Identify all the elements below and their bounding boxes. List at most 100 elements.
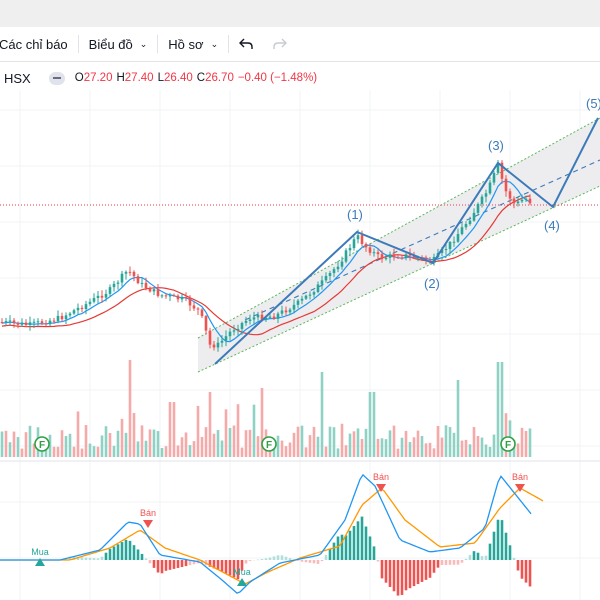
candle-body bbox=[148, 288, 152, 292]
candle-body bbox=[64, 315, 68, 320]
candle-body bbox=[0, 322, 4, 323]
macd-hist-bar bbox=[312, 560, 316, 564]
undo-button[interactable] bbox=[229, 31, 263, 57]
candle-body bbox=[248, 319, 252, 321]
volume-bar bbox=[488, 446, 492, 457]
macd-hist-bar bbox=[512, 557, 516, 560]
volume-bar bbox=[256, 436, 260, 457]
volume-bar bbox=[476, 435, 480, 457]
candle-body bbox=[528, 198, 532, 204]
candle-body bbox=[228, 331, 232, 337]
buy-signal-arrow bbox=[35, 558, 45, 566]
volume-bar bbox=[204, 427, 208, 457]
candle-body bbox=[492, 172, 496, 183]
volume-bar bbox=[208, 392, 212, 457]
macd-hist-bar bbox=[380, 560, 384, 579]
candle-body bbox=[128, 271, 132, 273]
candle-body bbox=[104, 293, 108, 298]
candle-body bbox=[16, 322, 20, 325]
redo-button[interactable] bbox=[263, 31, 297, 57]
volume-bar bbox=[304, 447, 308, 457]
candle-body bbox=[196, 308, 200, 310]
macd-hist-bar bbox=[496, 519, 500, 560]
candle-body bbox=[448, 242, 452, 250]
macd-hist-bar bbox=[488, 543, 492, 560]
candle-body bbox=[484, 193, 488, 197]
volume-bar bbox=[216, 430, 220, 457]
volume-bar bbox=[524, 430, 528, 457]
candle-body bbox=[56, 315, 60, 322]
volume-bar bbox=[392, 425, 396, 457]
volume-bar bbox=[288, 442, 292, 457]
symbol-label[interactable]: HSX bbox=[4, 70, 31, 86]
hide-legend-button[interactable] bbox=[48, 71, 65, 85]
macd-hist-bar bbox=[136, 549, 140, 560]
macd-hist-bar bbox=[372, 546, 376, 560]
candle-body bbox=[284, 310, 288, 313]
macd-main-line bbox=[0, 473, 532, 594]
volume-bar bbox=[328, 426, 332, 457]
wave-label-4[interactable]: (4) bbox=[544, 218, 560, 233]
volume-bar bbox=[0, 431, 4, 457]
candle-body bbox=[472, 212, 476, 221]
volume-bar bbox=[448, 427, 452, 457]
volume-bar bbox=[188, 445, 192, 457]
macd-hist-bar bbox=[516, 560, 520, 571]
wave-label-5[interactable]: (5) bbox=[586, 96, 600, 111]
macd-hist-bar bbox=[504, 532, 508, 560]
volume-bar bbox=[528, 428, 532, 457]
price-chart-canvas[interactable]: (1) (2) (3) (4) (5) F F F Mua Mua Bán Bán Bán bbox=[0, 88, 600, 600]
sell-signal-arrow bbox=[376, 484, 386, 492]
f-marker-circle bbox=[261, 436, 277, 452]
f-marker-circle bbox=[34, 436, 50, 452]
macd-hist-bar bbox=[108, 548, 112, 560]
candle-body bbox=[156, 289, 160, 296]
volume-bar bbox=[352, 431, 356, 457]
sell-signal-label: Bán bbox=[140, 508, 156, 518]
volume-bar bbox=[196, 405, 200, 457]
macd-lines bbox=[0, 473, 544, 594]
candle-body bbox=[304, 295, 308, 299]
volume-bar bbox=[184, 432, 188, 457]
volume-bar bbox=[276, 435, 280, 457]
indicators-label: Các chỉ báo bbox=[0, 36, 68, 52]
macd-hist-bar bbox=[192, 560, 196, 565]
volume-bar bbox=[444, 425, 448, 457]
volume-bar bbox=[108, 433, 112, 457]
candle-body bbox=[28, 322, 32, 325]
macd-hist-bar bbox=[112, 546, 116, 560]
candle-body bbox=[512, 198, 516, 204]
volume-bar bbox=[260, 388, 264, 457]
volume-bar bbox=[80, 448, 84, 457]
volume-bar bbox=[144, 440, 148, 457]
macd-signal-line bbox=[0, 488, 544, 585]
macd-hist-bar bbox=[200, 560, 204, 564]
volume-bars bbox=[0, 360, 532, 457]
candle-body bbox=[180, 297, 184, 300]
candle-body bbox=[336, 266, 340, 270]
wave-label-2[interactable]: (2) bbox=[424, 276, 440, 291]
candle-body bbox=[348, 248, 352, 251]
macd-hist-bar bbox=[212, 560, 216, 569]
f-marker-label: F bbox=[505, 440, 511, 451]
candle-body bbox=[8, 320, 12, 322]
volume-bar bbox=[380, 438, 384, 457]
candle-body bbox=[340, 261, 344, 267]
wave-label-1[interactable]: (1) bbox=[347, 207, 363, 222]
wave-label-3[interactable]: (3) bbox=[488, 138, 504, 153]
macd-hist-bar bbox=[272, 556, 276, 560]
volume-bar bbox=[128, 360, 132, 457]
macd-hist-bar bbox=[144, 558, 148, 560]
volume-bar bbox=[336, 448, 340, 457]
window-top-strip bbox=[0, 0, 600, 27]
profile-menu-button[interactable]: Hồ sơ ⌄ bbox=[158, 31, 228, 57]
volume-bar bbox=[396, 448, 400, 457]
chart-menu-button[interactable]: Biểu đồ ⌄ bbox=[79, 31, 158, 57]
volume-bar bbox=[64, 436, 68, 457]
candle-body bbox=[456, 234, 460, 242]
candle-body bbox=[404, 254, 408, 258]
macd-hist-bar bbox=[364, 526, 368, 560]
volume-bar bbox=[472, 427, 476, 457]
indicators-button[interactable]: Các chỉ báo bbox=[0, 31, 78, 57]
channel-upper-line bbox=[197, 117, 600, 339]
